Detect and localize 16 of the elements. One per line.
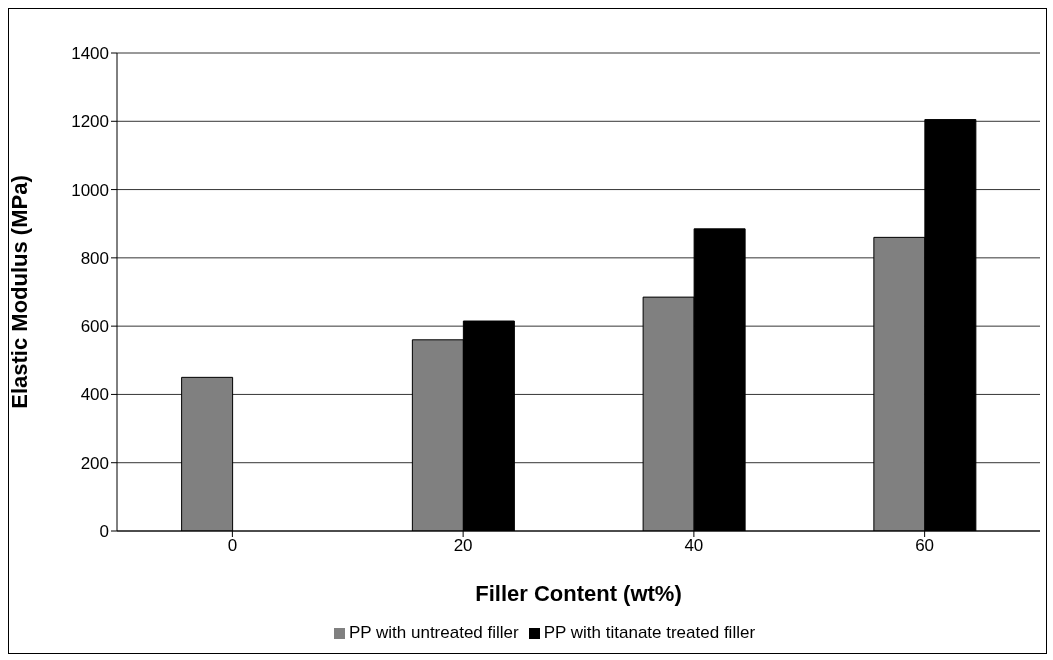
x-axis-title: Filler Content (wt%) [475,581,682,606]
y-tick-label: 1000 [71,180,109,200]
x-tick-label: 40 [684,536,704,556]
y-tick-label: 800 [80,248,109,268]
x-tick-label: 0 [227,536,238,556]
y-tick-label: 1400 [71,44,109,64]
y-tick-label: 0 [99,522,109,542]
y-tick-label: 1200 [71,112,109,132]
y-axis-title: Elastic Modulus (MPa) [6,175,32,409]
y-tick-label: 600 [80,317,109,337]
y-tick-label: 400 [80,385,109,405]
legend-label: PP with untreated filler [348,623,519,642]
legend-label: PP with titanate treated filler [543,623,756,642]
y-tick-label: 200 [80,453,109,473]
x-tick-label: 20 [453,536,473,556]
x-tick-label: 60 [915,536,935,556]
